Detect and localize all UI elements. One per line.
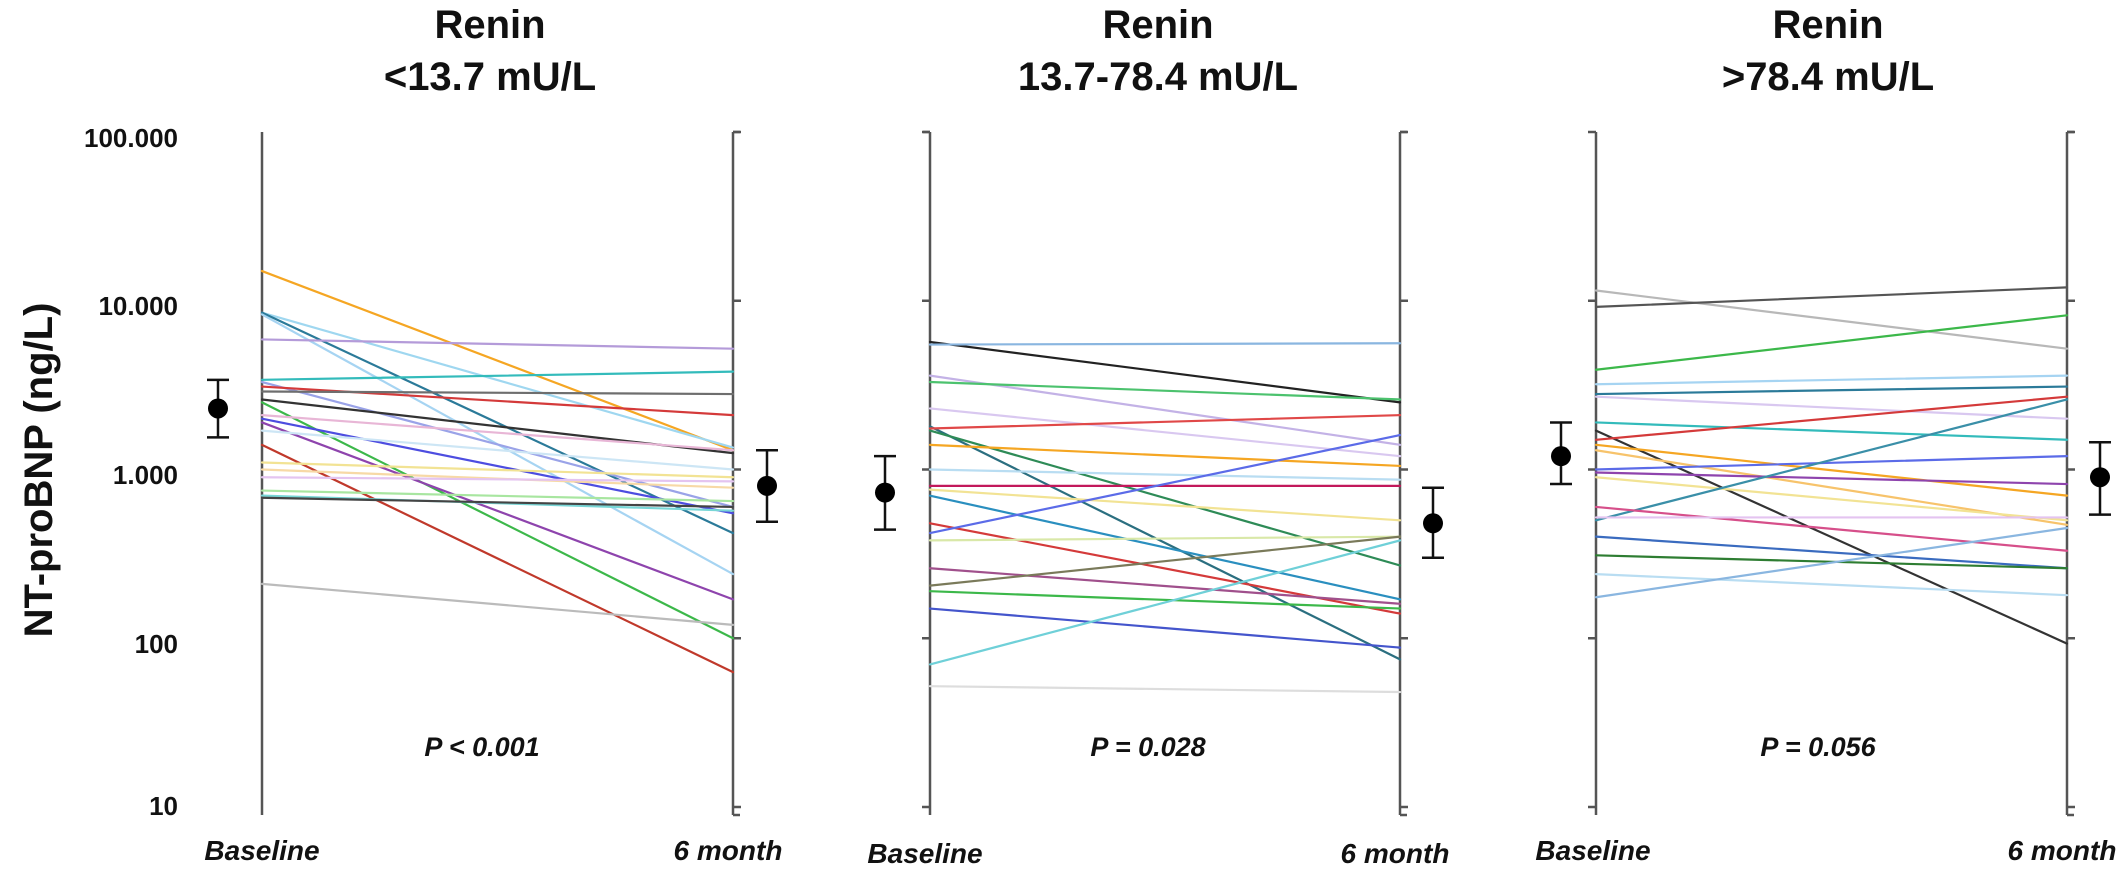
panel-2-means (874, 454, 1444, 559)
panel-1-patient-line (260, 338, 735, 350)
panel-1: Renin <13.7 mU/L P < 0.001 Baseline 6 mo… (204, 3, 782, 866)
panel-2-title-line2: 13.7-78.4 mU/L (1018, 55, 1298, 99)
panel-1-patient-line (260, 417, 735, 515)
panel-1-x-label-6month: 6 month (674, 835, 783, 866)
panel-3-patient-line (1594, 286, 2069, 308)
panel-3-patient-line (1594, 455, 2069, 471)
panel-2-patient-line (928, 407, 1402, 458)
panel-3-patient-line (1594, 421, 2069, 441)
panel-3-patient-line (1594, 395, 2069, 420)
panel-2-patient-line (928, 425, 1402, 661)
y-tick-label-100000: 100.000 (84, 123, 178, 153)
panel-3-x-label-6month: 6 month (2008, 835, 2117, 866)
panel-2-patient-lines (928, 340, 1402, 694)
panel-2-x-label-baseline: Baseline (867, 838, 982, 869)
panel-1-patient-lines (260, 269, 735, 674)
y-axis: 100.000 10.000 1.000 100 10 NT-proBNP (n… (17, 123, 178, 821)
panel-1-patient-line (260, 429, 735, 471)
panel-3-patient-line (1594, 395, 2069, 441)
panel-1-patient-line (260, 443, 735, 674)
y-tick-label-100: 100 (135, 629, 178, 659)
panel-1-patient-line (260, 489, 735, 503)
panel-2-patient-line (928, 539, 1402, 666)
panel-2-patient-line (928, 607, 1402, 649)
panel-3-title-line2: >78.4 mU/L (1722, 55, 1934, 99)
panel-3-patient-line (1594, 535, 2069, 570)
panel-3-patient-lines (1594, 286, 2069, 645)
panel-1-title-line2: <13.7 mU/L (384, 55, 596, 99)
panel-1-mean-baseline-point (208, 398, 228, 419)
panel-3-p-value: P = 0.056 (1760, 732, 1876, 762)
panel-2-patient-line (928, 433, 1402, 535)
panel-3-patient-line (1594, 471, 2069, 486)
panel-1-patient-line (260, 370, 735, 381)
panel-1-patient-line (260, 476, 735, 483)
panel-2-title-line1: Renin (1102, 3, 1213, 47)
panel-1-tick-marks (733, 130, 741, 809)
panel-2-patient-line (928, 342, 1402, 346)
panel-3-patient-line (1594, 314, 2069, 371)
y-tick-label-10000: 10.000 (98, 291, 178, 321)
panel-1-patient-line (260, 421, 735, 601)
panel-2-patient-line (928, 414, 1402, 430)
panel-3: Renin >78.4 mU/L P = 0.056 Baseline 6 mo… (1535, 3, 2116, 866)
panel-2-patient-line (928, 494, 1402, 601)
panel-1-patient-line (260, 390, 735, 396)
panel-1-means (207, 378, 778, 524)
panel-1-title-line1: Renin (434, 3, 545, 47)
panel-3-patient-line (1594, 443, 2069, 497)
panel-3-patient-line (1594, 526, 2069, 599)
y-tick-label-1000: 1.000 (113, 460, 178, 490)
panel-2-patient-line (928, 535, 1402, 542)
panel-2-patient-line (928, 535, 1402, 587)
panel-2-mean-baseline-point (875, 482, 895, 503)
panel-2-patient-line (928, 340, 1402, 404)
panel-3-patient-line (1594, 429, 2069, 645)
panel-1-x-label-baseline: Baseline (204, 835, 319, 866)
panel-1-patient-line (260, 311, 735, 535)
panel-3-patient-line (1594, 289, 2069, 350)
panel-3-patient-line (1594, 385, 2069, 396)
y-tick-label-10: 10 (149, 791, 178, 821)
panel-1-patient-line (260, 269, 735, 452)
panel-1-patient-line (260, 496, 735, 509)
panel-3-patient-line (1594, 572, 2069, 597)
panel-1-p-value: P < 0.001 (424, 732, 539, 762)
panel-2-patient-line (928, 380, 1402, 401)
panel-3-patient-line (1594, 476, 2069, 522)
panel-2-patient-line (928, 374, 1402, 446)
y-axis-label: NT-proBNP (ng/L) (17, 303, 61, 638)
panel-3-tick-marks (1588, 130, 2075, 809)
panel-2-x-label-6month: 6 month (1341, 838, 1450, 869)
panel-1-patient-line (260, 401, 735, 640)
panel-2-patient-line (928, 685, 1402, 694)
panel-3-patient-line (1594, 398, 2069, 522)
panel-1-patient-line (260, 414, 735, 452)
panel-2-patient-line (928, 468, 1402, 481)
panel-2-patient-line (928, 488, 1402, 522)
panel-2-patient-line (928, 443, 1402, 468)
panel-3-patient-line (1594, 505, 2069, 552)
panel-3-mean-6month-point (2090, 467, 2110, 488)
panel-1-mean-6month-point (757, 475, 777, 496)
panel-3-patient-line (1594, 374, 2069, 386)
panel-1-patient-line (260, 380, 735, 509)
panel-3-x-label-baseline: Baseline (1535, 835, 1650, 866)
panel-2-patient-line (928, 429, 1402, 567)
panel-2-patient-line (928, 590, 1402, 610)
panel-3-mean-baseline-point (1551, 446, 1571, 467)
panel-1-patient-line (260, 461, 735, 479)
panel-1-patient-line (260, 311, 735, 449)
panel-2-patient-line (928, 567, 1402, 605)
panel-2-p-value: P = 0.028 (1090, 732, 1205, 762)
panel-2: Renin 13.7-78.4 mU/L P = 0.028 Baseline … (867, 3, 1449, 869)
panel-3-means (1550, 421, 2111, 516)
panel-2-tick-marks (922, 130, 1408, 809)
panel-1-patient-line (260, 582, 735, 626)
panel-2-mean-6month-point (1423, 513, 1443, 534)
panel-3-title-line1: Renin (1772, 3, 1883, 47)
